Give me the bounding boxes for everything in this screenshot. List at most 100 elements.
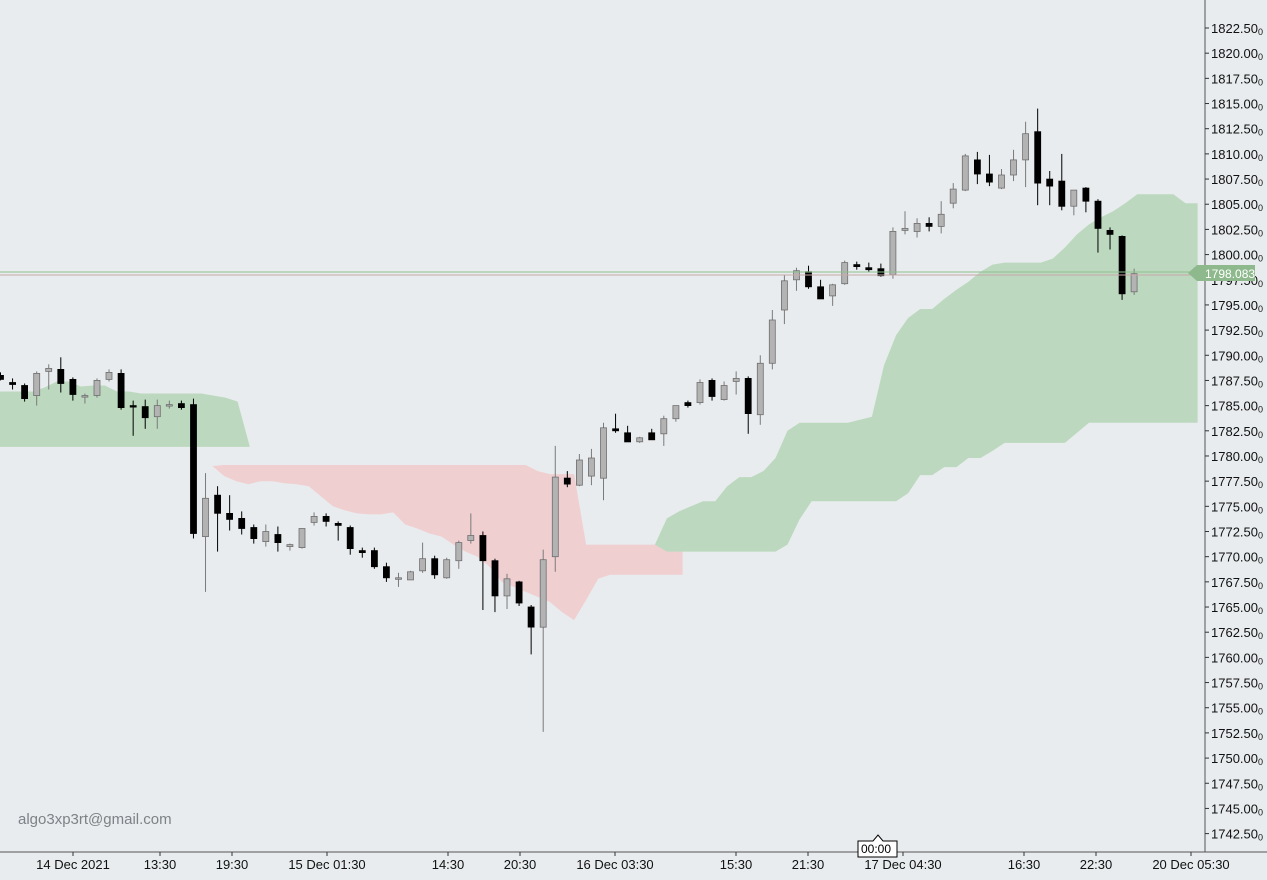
candle-body-bearish xyxy=(382,566,390,579)
candle-body-bearish xyxy=(1046,178,1054,187)
candle-body-bearish xyxy=(117,372,125,408)
candle xyxy=(744,376,752,434)
candle xyxy=(672,405,680,422)
candle-body-bullish xyxy=(1070,189,1078,207)
price-tick-label: 1787.500 xyxy=(1211,373,1263,389)
candle xyxy=(949,183,957,209)
price-tick-label: 1777.500 xyxy=(1211,474,1263,490)
candle-body-bullish xyxy=(576,459,583,486)
candle xyxy=(467,513,475,544)
candle xyxy=(334,521,342,541)
candle xyxy=(93,378,101,398)
candle xyxy=(21,383,29,402)
candle xyxy=(636,436,644,443)
candle-body-bullish xyxy=(1130,273,1138,293)
candle xyxy=(974,151,981,185)
candle xyxy=(624,425,631,443)
current-price-badge: 1798.083 xyxy=(1188,265,1255,281)
price-tick-suffix: 0 xyxy=(1258,455,1263,465)
candle xyxy=(431,555,439,579)
candle-body-bullish xyxy=(768,319,776,364)
time-tick-label: 16:30 xyxy=(1008,857,1041,872)
price-tick-suffix: 0 xyxy=(1258,77,1263,87)
candle-body-bullish xyxy=(937,213,945,227)
candle xyxy=(720,381,728,401)
candle xyxy=(1058,153,1066,211)
time-tick-label: 19:30 xyxy=(216,857,249,872)
candle xyxy=(708,378,716,401)
candle xyxy=(1022,121,1029,188)
price-tick-suffix: 0 xyxy=(1258,556,1263,566)
price-tick-suffix: 0 xyxy=(1258,254,1263,264)
candle xyxy=(539,549,547,732)
candle xyxy=(274,526,282,552)
candle-body-bullish xyxy=(395,577,402,580)
candle-body-bullish xyxy=(949,188,957,204)
candle xyxy=(998,169,1005,190)
time-tick-label: 14 Dec 2021 xyxy=(36,857,110,872)
time-tick-label: 20 Dec 05:30 xyxy=(1152,857,1229,872)
time-tick-label: 20:30 xyxy=(504,857,537,872)
candle-body-bullish xyxy=(1022,133,1029,161)
candle xyxy=(660,415,668,446)
time-axis[interactable]: 14 Dec 2021 13:30 19:30 15 Dec 01:30 14:30 20… xyxy=(36,852,1230,872)
price-tick-suffix: 0 xyxy=(1258,304,1263,314)
candle-body-bullish xyxy=(539,559,547,628)
candle xyxy=(563,471,571,488)
candle-body-bearish xyxy=(274,534,282,544)
candle xyxy=(479,531,487,610)
price-tick-suffix: 0 xyxy=(1258,682,1263,692)
price-tick-label: 1770.000 xyxy=(1211,550,1263,566)
candle-body-bullish xyxy=(551,476,559,558)
price-tick-suffix: 0 xyxy=(1258,631,1263,641)
candle xyxy=(612,413,619,433)
candle xyxy=(515,580,523,606)
candle xyxy=(1118,235,1126,300)
candle xyxy=(684,400,692,408)
candle xyxy=(986,154,993,187)
candle-body-bearish xyxy=(0,374,4,380)
price-tick-label: 1822.500 xyxy=(1211,21,1263,37)
candle-body-bullish xyxy=(636,437,644,443)
candle-body-bullish xyxy=(202,497,209,537)
price-tick-label: 1772.500 xyxy=(1211,525,1263,541)
price-tick-suffix: 0 xyxy=(1258,329,1263,339)
candle-body-bullish xyxy=(588,457,595,477)
cloud-bullish-segment-1 xyxy=(0,381,250,447)
candle-body-bullish xyxy=(998,174,1005,189)
candle-body-bullish xyxy=(93,379,101,396)
candle xyxy=(889,227,897,279)
candle-body-bullish xyxy=(33,372,41,396)
candle xyxy=(756,355,764,425)
candle-body-bearish xyxy=(853,264,861,268)
candle xyxy=(937,201,945,234)
time-tick-label: 17 Dec 04:30 xyxy=(864,857,941,872)
candle-body-bullish xyxy=(407,571,414,581)
price-tick-label: 1812.500 xyxy=(1211,122,1263,138)
time-tick-label: 21:30 xyxy=(792,857,825,872)
candle xyxy=(298,528,306,549)
candle-body-bullish xyxy=(672,405,680,420)
candle xyxy=(1082,187,1090,213)
candle xyxy=(214,486,222,552)
price-tick-label: 1800.000 xyxy=(1211,248,1263,264)
price-tick-suffix: 0 xyxy=(1258,52,1263,62)
price-tick-label: 1747.500 xyxy=(1211,776,1263,792)
candle-body-bullish xyxy=(841,262,849,285)
candle-body-bullish xyxy=(901,227,909,231)
price-tick-label: 1750.000 xyxy=(1211,751,1263,767)
price-axis[interactable]: 1822.500 1820.000 1817.500 1815.000 1812.500… xyxy=(1205,21,1263,843)
candle-body-bullish xyxy=(419,558,427,572)
candle xyxy=(600,422,607,501)
candle xyxy=(732,371,740,395)
candle xyxy=(346,525,354,555)
time-tick-label: 15:30 xyxy=(720,857,753,872)
candle-body-bearish xyxy=(57,368,65,384)
candle-body-bullish xyxy=(455,542,463,562)
candle xyxy=(1070,189,1078,216)
price-tick-suffix: 0 xyxy=(1258,732,1263,742)
candle-body-bearish xyxy=(177,403,185,409)
candle-body-bearish xyxy=(238,518,246,529)
